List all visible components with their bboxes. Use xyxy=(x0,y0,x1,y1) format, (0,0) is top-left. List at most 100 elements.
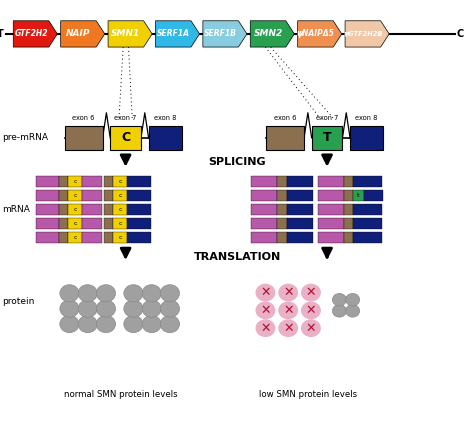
Circle shape xyxy=(124,285,143,302)
Text: SMN1: SMN1 xyxy=(111,29,140,39)
Bar xyxy=(59,204,68,215)
Text: C: C xyxy=(456,29,464,39)
Bar xyxy=(36,232,59,243)
Bar xyxy=(277,176,287,187)
Circle shape xyxy=(346,304,360,317)
Bar xyxy=(82,176,102,187)
Text: ψNAIPΔ5: ψNAIPΔ5 xyxy=(297,29,334,39)
Text: c: c xyxy=(73,221,77,226)
Bar xyxy=(277,204,287,215)
Bar xyxy=(353,232,382,243)
Bar xyxy=(68,232,82,243)
Circle shape xyxy=(332,293,346,306)
Bar xyxy=(127,232,151,243)
Text: pre-mRNA: pre-mRNA xyxy=(2,133,48,142)
Text: c: c xyxy=(118,207,122,212)
Circle shape xyxy=(142,300,161,317)
Circle shape xyxy=(160,285,180,302)
Bar xyxy=(113,176,127,187)
Bar xyxy=(318,204,344,215)
Text: protein: protein xyxy=(2,296,35,306)
Text: SERF1A: SERF1A xyxy=(157,29,190,39)
Text: SMN2: SMN2 xyxy=(254,29,283,39)
Circle shape xyxy=(255,319,275,337)
Bar xyxy=(251,190,277,201)
Circle shape xyxy=(142,285,161,302)
Bar xyxy=(251,204,277,215)
Bar xyxy=(68,204,82,215)
Bar xyxy=(68,190,82,201)
Text: T: T xyxy=(0,29,3,39)
Circle shape xyxy=(301,319,321,337)
Bar xyxy=(82,204,102,215)
Circle shape xyxy=(255,301,275,319)
Bar xyxy=(353,218,382,229)
Text: c: c xyxy=(73,235,77,240)
Circle shape xyxy=(78,285,97,302)
Bar xyxy=(127,204,151,215)
Bar xyxy=(287,232,313,243)
Bar xyxy=(251,232,277,243)
Bar xyxy=(251,176,277,187)
Bar xyxy=(353,190,364,201)
Text: exon 8: exon 8 xyxy=(154,115,176,121)
Bar xyxy=(104,176,113,187)
Bar xyxy=(344,190,353,201)
Text: ψGTF2H2B: ψGTF2H2B xyxy=(343,31,383,37)
Bar xyxy=(287,190,313,201)
Bar xyxy=(36,190,59,201)
Circle shape xyxy=(278,319,298,337)
Circle shape xyxy=(278,301,298,319)
Polygon shape xyxy=(13,21,57,47)
Bar xyxy=(104,190,113,201)
Polygon shape xyxy=(203,21,247,47)
Circle shape xyxy=(96,300,116,317)
Bar xyxy=(287,176,313,187)
Bar xyxy=(266,126,304,150)
Text: exon 6: exon 6 xyxy=(73,115,95,121)
Circle shape xyxy=(60,315,79,333)
Bar xyxy=(113,190,127,201)
Bar xyxy=(318,176,344,187)
Bar xyxy=(364,190,383,201)
Text: c: c xyxy=(118,235,122,240)
Bar xyxy=(277,218,287,229)
Bar xyxy=(287,204,313,215)
Circle shape xyxy=(124,300,143,317)
Bar xyxy=(113,232,127,243)
Bar xyxy=(277,232,287,243)
Polygon shape xyxy=(250,21,294,47)
Bar xyxy=(110,126,141,150)
Bar xyxy=(127,176,151,187)
Bar xyxy=(318,190,344,201)
Bar xyxy=(113,218,127,229)
Text: mRNA: mRNA xyxy=(2,205,30,214)
Text: ✕: ✕ xyxy=(260,304,271,317)
Circle shape xyxy=(78,300,97,317)
Text: ✕: ✕ xyxy=(306,286,316,299)
Bar xyxy=(344,218,353,229)
Bar xyxy=(68,218,82,229)
Bar xyxy=(127,218,151,229)
Text: c: c xyxy=(73,207,77,212)
Polygon shape xyxy=(298,21,342,47)
Circle shape xyxy=(332,304,346,317)
Circle shape xyxy=(60,285,79,302)
Bar xyxy=(353,204,382,215)
Bar xyxy=(251,218,277,229)
Circle shape xyxy=(124,315,143,333)
Circle shape xyxy=(160,315,180,333)
Text: c: c xyxy=(73,179,77,184)
Bar xyxy=(148,126,182,150)
Text: exon 6: exon 6 xyxy=(274,115,296,121)
Text: ✕: ✕ xyxy=(283,322,293,335)
Polygon shape xyxy=(345,21,389,47)
Bar xyxy=(82,218,102,229)
Text: GTF2H2: GTF2H2 xyxy=(14,29,48,39)
Text: C: C xyxy=(121,131,130,144)
Bar xyxy=(344,204,353,215)
Bar xyxy=(344,176,353,187)
Bar xyxy=(277,190,287,201)
Text: ✕: ✕ xyxy=(283,304,293,317)
Circle shape xyxy=(278,284,298,301)
